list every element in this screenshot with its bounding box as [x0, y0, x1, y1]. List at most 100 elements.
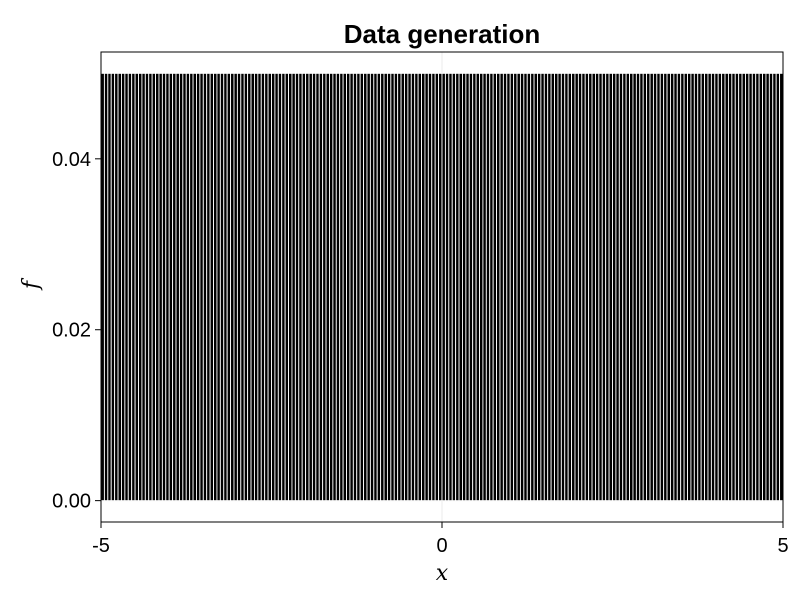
bar — [727, 72, 733, 502]
bar — [155, 72, 160, 502]
bar — [738, 72, 743, 502]
bar — [560, 72, 566, 502]
bar — [768, 72, 774, 502]
bar — [192, 72, 197, 502]
bar — [329, 72, 334, 502]
bar — [745, 72, 750, 502]
bar — [731, 72, 736, 502]
bar — [690, 72, 695, 502]
bar — [543, 72, 549, 502]
bar — [509, 72, 515, 502]
bar — [400, 72, 405, 502]
bar — [230, 72, 235, 502]
bar — [779, 72, 784, 502]
bar — [100, 72, 105, 502]
bar — [526, 72, 532, 502]
bar — [165, 72, 170, 502]
bar — [639, 72, 644, 502]
bar — [714, 72, 719, 502]
bar — [652, 72, 658, 502]
bar — [762, 72, 767, 502]
bar — [363, 72, 368, 502]
bar — [380, 72, 385, 502]
bar — [465, 72, 470, 502]
bar — [642, 72, 648, 502]
bar — [196, 72, 201, 502]
bar — [734, 72, 740, 502]
bar — [755, 72, 760, 502]
bar — [615, 72, 620, 502]
bar — [202, 72, 208, 502]
bar — [717, 72, 723, 502]
bar — [209, 72, 214, 502]
bar — [601, 72, 607, 502]
bar — [632, 72, 637, 502]
bar — [659, 72, 665, 502]
bar — [680, 72, 685, 502]
bar — [475, 72, 480, 502]
bar — [670, 72, 675, 502]
bar — [386, 72, 392, 502]
x-tick-label: 0 — [436, 535, 447, 557]
bar — [547, 72, 552, 502]
bar — [404, 72, 409, 502]
bar — [243, 72, 249, 502]
bar — [114, 72, 119, 502]
bar — [250, 72, 255, 502]
bar — [223, 72, 228, 502]
bar — [588, 72, 593, 502]
bar — [335, 72, 341, 502]
bar — [161, 72, 167, 502]
bar — [168, 72, 174, 502]
bar — [700, 72, 706, 502]
y-tick-label: 0.04 — [52, 149, 91, 171]
bar — [649, 72, 654, 502]
bar — [492, 72, 498, 502]
bar — [131, 72, 136, 502]
bar — [185, 72, 191, 502]
bar — [431, 72, 436, 502]
bar — [629, 72, 634, 502]
bar — [134, 72, 139, 502]
bar — [530, 72, 535, 502]
bar — [373, 72, 378, 502]
bar — [253, 72, 259, 502]
bar — [605, 72, 610, 502]
bar — [352, 72, 358, 502]
bar — [342, 72, 347, 502]
bar — [540, 72, 545, 502]
bar — [591, 72, 596, 502]
bar — [751, 72, 757, 502]
bar — [772, 72, 777, 502]
bar — [502, 72, 508, 502]
bar — [574, 72, 579, 502]
bar — [622, 72, 627, 502]
bar — [557, 72, 562, 502]
bar — [277, 72, 283, 502]
bar — [417, 72, 422, 502]
bar — [291, 72, 296, 502]
bar — [356, 72, 361, 502]
bar — [138, 72, 143, 502]
bar — [219, 72, 225, 502]
bar — [516, 72, 521, 502]
bar — [571, 72, 576, 502]
bar — [444, 72, 450, 502]
bar — [318, 72, 324, 502]
bar — [598, 72, 603, 502]
bar — [584, 72, 590, 502]
bar — [704, 72, 709, 502]
x-axis-ticks: -5 0 5 — [92, 522, 789, 557]
bar — [707, 72, 712, 502]
bar — [284, 72, 290, 502]
bar — [148, 72, 153, 502]
bar — [438, 72, 443, 502]
bar — [462, 72, 467, 502]
y-tick-label: 0.02 — [52, 320, 91, 342]
bar — [448, 72, 453, 502]
bar — [236, 72, 242, 502]
bar — [564, 72, 569, 502]
bar — [281, 72, 286, 502]
bar — [274, 72, 279, 502]
